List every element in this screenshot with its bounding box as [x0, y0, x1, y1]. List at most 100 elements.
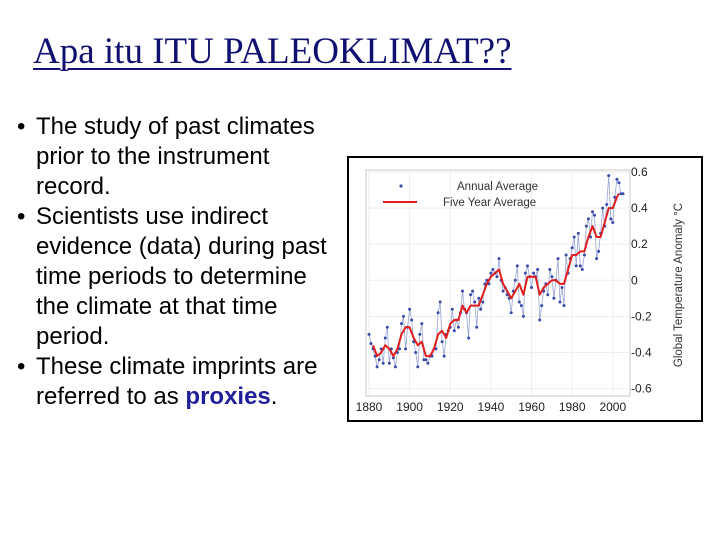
annual-average-point	[564, 253, 568, 257]
annual-average-point	[391, 356, 395, 360]
bullet-text: These climate imprints are referred to a…	[36, 353, 317, 410]
annual-average-point	[550, 275, 554, 279]
annual-average-point	[385, 325, 389, 329]
temperature-chart: 0.6 0.4 0.2 0 -0.2 -0.4 -0.6 1880 1900 1920 1940 1…	[347, 156, 703, 422]
annual-average-point	[387, 361, 391, 365]
annual-average-point	[393, 365, 397, 369]
annual-average-point	[479, 307, 483, 311]
annual-average-point	[536, 268, 540, 271]
bullet-item: • The study of past climates prior to th…	[14, 112, 334, 202]
annual-average-point	[593, 213, 596, 217]
annual-average-point	[410, 318, 414, 322]
annual-average-point	[495, 275, 499, 279]
bullet-text: The study of past climates prior to the …	[36, 113, 315, 200]
y-tick-labels: 0.6 0.4 0.2 0 -0.2 -0.4 -0.6	[631, 165, 652, 396]
x-tick-label: 1920	[437, 400, 464, 414]
bullet-marker: •	[17, 203, 26, 230]
annual-average-point	[591, 210, 594, 214]
x-tick-labels: 1880 1900 1920 1940 1960 1980 2000	[356, 400, 627, 414]
annual-average-point	[398, 347, 401, 351]
x-tick-label: 1960	[518, 400, 545, 414]
annual-average-point	[416, 365, 420, 369]
annual-average-point	[497, 257, 501, 261]
annual-average-point	[456, 325, 460, 329]
annual-average-point	[509, 311, 513, 315]
x-tick-label: 1980	[559, 400, 586, 414]
bullet-item: • These climate imprints are referred to…	[14, 352, 334, 412]
annual-average-point	[619, 192, 623, 196]
five-year-series	[372, 193, 620, 358]
temperature-chart-svg: 0.60.40.20-0.2-0.4-0.6 1880 1900 1920 1940 1…	[356, 165, 685, 414]
y-tick-label: 0.6	[631, 165, 648, 179]
annual-average-point	[402, 314, 405, 318]
annual-average-point	[515, 264, 519, 268]
annual-average-point	[548, 268, 552, 271]
annual-average-point	[461, 289, 464, 293]
annual-average-point	[491, 268, 495, 271]
bullet-list: • The study of past climates prior to th…	[14, 112, 334, 412]
annual-average-point	[609, 217, 613, 221]
annual-average-point	[471, 289, 475, 293]
annual-average-point	[475, 325, 479, 329]
bullet-text-end: .	[270, 383, 278, 410]
bullet-text-lead: These climate imprints are referred to a…	[36, 353, 318, 410]
annual-average-point	[611, 221, 615, 224]
annual-average-point	[442, 354, 446, 358]
proxies-keyword: proxies	[185, 383, 271, 410]
annual-average-point	[558, 300, 562, 304]
annual-average-point	[375, 365, 379, 369]
bullet-marker: •	[17, 353, 26, 380]
x-tick-label: 1880	[356, 400, 383, 414]
annual-average-point	[540, 304, 544, 308]
annual-average-point	[424, 358, 428, 362]
bullet-text: Scientists use indirect evidence (data) …	[36, 203, 327, 350]
annual-average-point	[572, 235, 576, 239]
annual-average-point	[532, 271, 536, 275]
annual-average-point	[615, 177, 619, 181]
bullet-item: • Scientists use indirect evidence (data…	[14, 202, 334, 352]
annual-average-point	[400, 322, 403, 326]
annual-average-point	[617, 181, 621, 185]
annual-average-point	[526, 264, 529, 268]
annual-average-point	[574, 264, 578, 268]
x-tick-label: 2000	[599, 400, 626, 414]
slide-title: Apa itu ITU PALEOKLIMAT??	[33, 31, 512, 72]
annual-average-point	[621, 192, 625, 196]
annual-average-point	[450, 307, 454, 311]
annual-average-point	[578, 264, 582, 268]
five-year-average-line	[372, 193, 620, 358]
annual-average-point	[562, 304, 566, 308]
y-tick-label: 0	[631, 273, 638, 287]
annual-average-point	[383, 336, 387, 340]
y-tick-label: -0.2	[631, 309, 652, 323]
y-tick-label: -0.4	[631, 345, 652, 359]
annual-average-point	[595, 257, 599, 261]
legend-annual-marker	[399, 184, 403, 188]
annual-average-point	[523, 271, 527, 275]
annual-average-point	[436, 311, 440, 315]
annual-average-point	[576, 231, 580, 235]
annual-average-point	[408, 307, 412, 311]
annual-average-point	[560, 286, 564, 289]
annual-average-point	[570, 246, 574, 250]
legend-five-year-label: Five Year Average	[443, 197, 536, 209]
y-tick-label: 0.2	[631, 237, 648, 251]
y-axis-label: Global Temperature Anomaly °C	[673, 203, 685, 367]
annual-average-point	[481, 300, 485, 304]
annual-average-point	[519, 304, 523, 308]
annual-average-point	[582, 253, 586, 257]
annual-average-point	[377, 358, 381, 362]
annual-average-point	[489, 271, 493, 275]
annual-average-point	[414, 351, 418, 354]
annual-average-point	[369, 342, 373, 345]
annual-average-point	[530, 286, 533, 289]
annual-average-point	[452, 329, 456, 333]
annual-average-point	[552, 296, 556, 300]
annual-average-point	[517, 300, 521, 304]
annual-average-point	[467, 336, 471, 340]
gridlines	[366, 170, 630, 396]
annual-average-point	[584, 224, 588, 228]
annual-average-point	[473, 300, 477, 304]
y-tick-label: -0.6	[631, 382, 652, 396]
annual-average-point	[381, 361, 385, 365]
